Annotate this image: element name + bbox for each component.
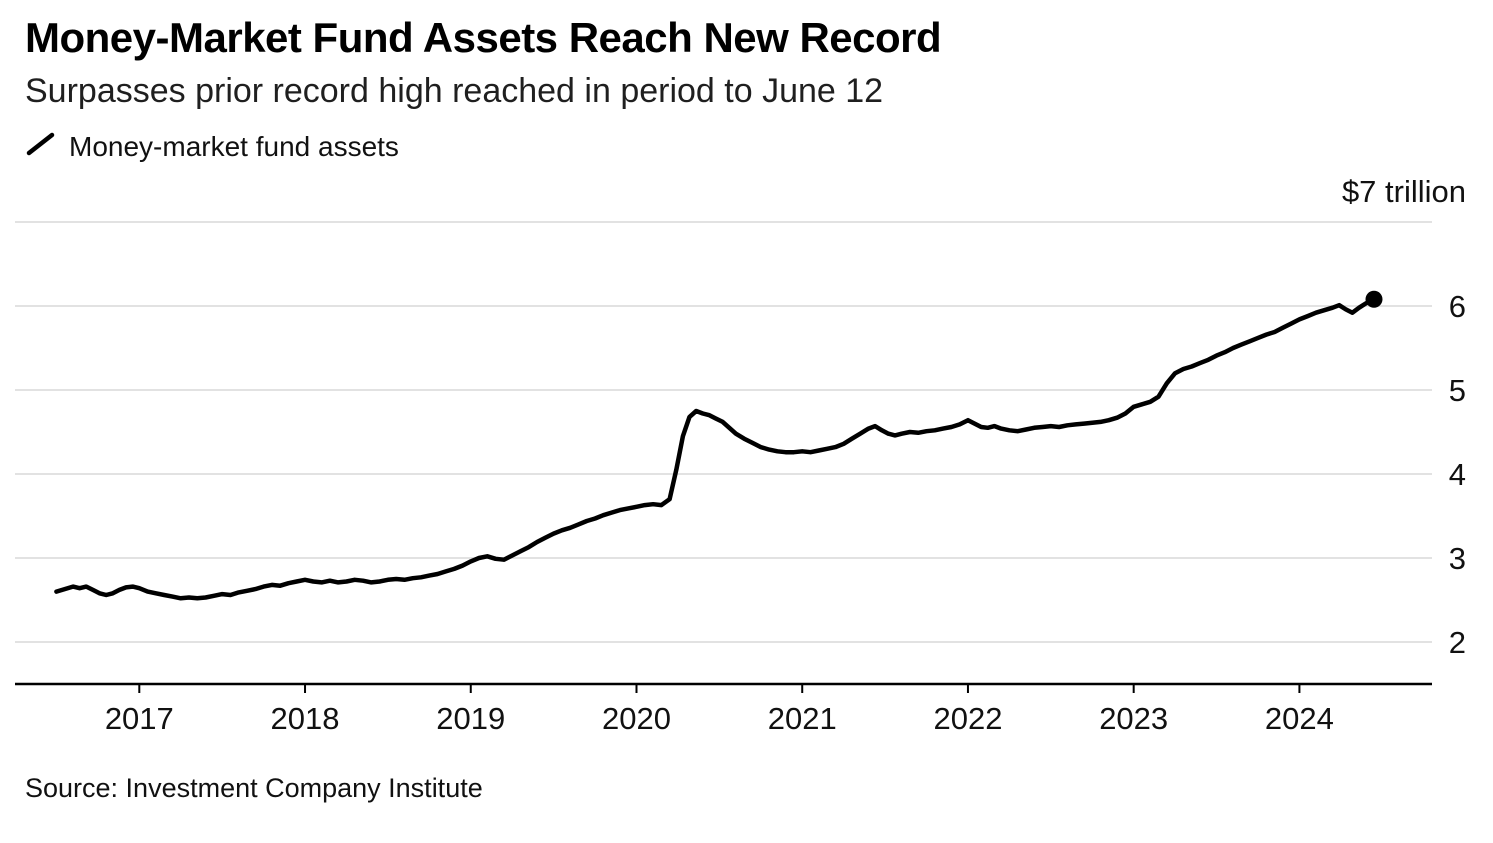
legend-line-icon xyxy=(25,131,57,163)
y-tick-label: 3 xyxy=(1449,541,1466,576)
x-tick-label: 2020 xyxy=(602,701,671,736)
y-tick-label: 4 xyxy=(1449,457,1466,492)
y-axis-unit-label: $7 trillion xyxy=(1342,174,1466,209)
x-tick-label: 2023 xyxy=(1099,701,1168,736)
series-line xyxy=(54,297,1377,601)
chart-subtitle: Surpasses prior record high reached in p… xyxy=(25,72,884,110)
x-tick-label: 2019 xyxy=(436,701,505,736)
x-tick-label: 2017 xyxy=(105,701,174,736)
y-tick-label: 6 xyxy=(1449,289,1466,324)
source-note: Source: Investment Company Institute xyxy=(25,773,483,803)
x-tick-label: 2022 xyxy=(933,701,1002,736)
x-tick-label: 2021 xyxy=(768,701,837,736)
legend-label: Money-market fund assets xyxy=(69,131,399,162)
legend: Money-market fund assets xyxy=(0,111,1493,163)
y-tick-label: 5 xyxy=(1449,373,1466,408)
x-tick-label: 2024 xyxy=(1265,701,1334,736)
y-tick-label: 2 xyxy=(1449,625,1466,660)
series-end-dot xyxy=(1365,290,1383,308)
line-chart: $7 trillion 6 5 4 3 2 2017 2018 2019 2020 2021 2022… xyxy=(15,174,1466,736)
chart-title: Money-Market Fund Assets Reach New Recor… xyxy=(25,14,942,61)
x-tick-label: 2018 xyxy=(271,701,340,736)
